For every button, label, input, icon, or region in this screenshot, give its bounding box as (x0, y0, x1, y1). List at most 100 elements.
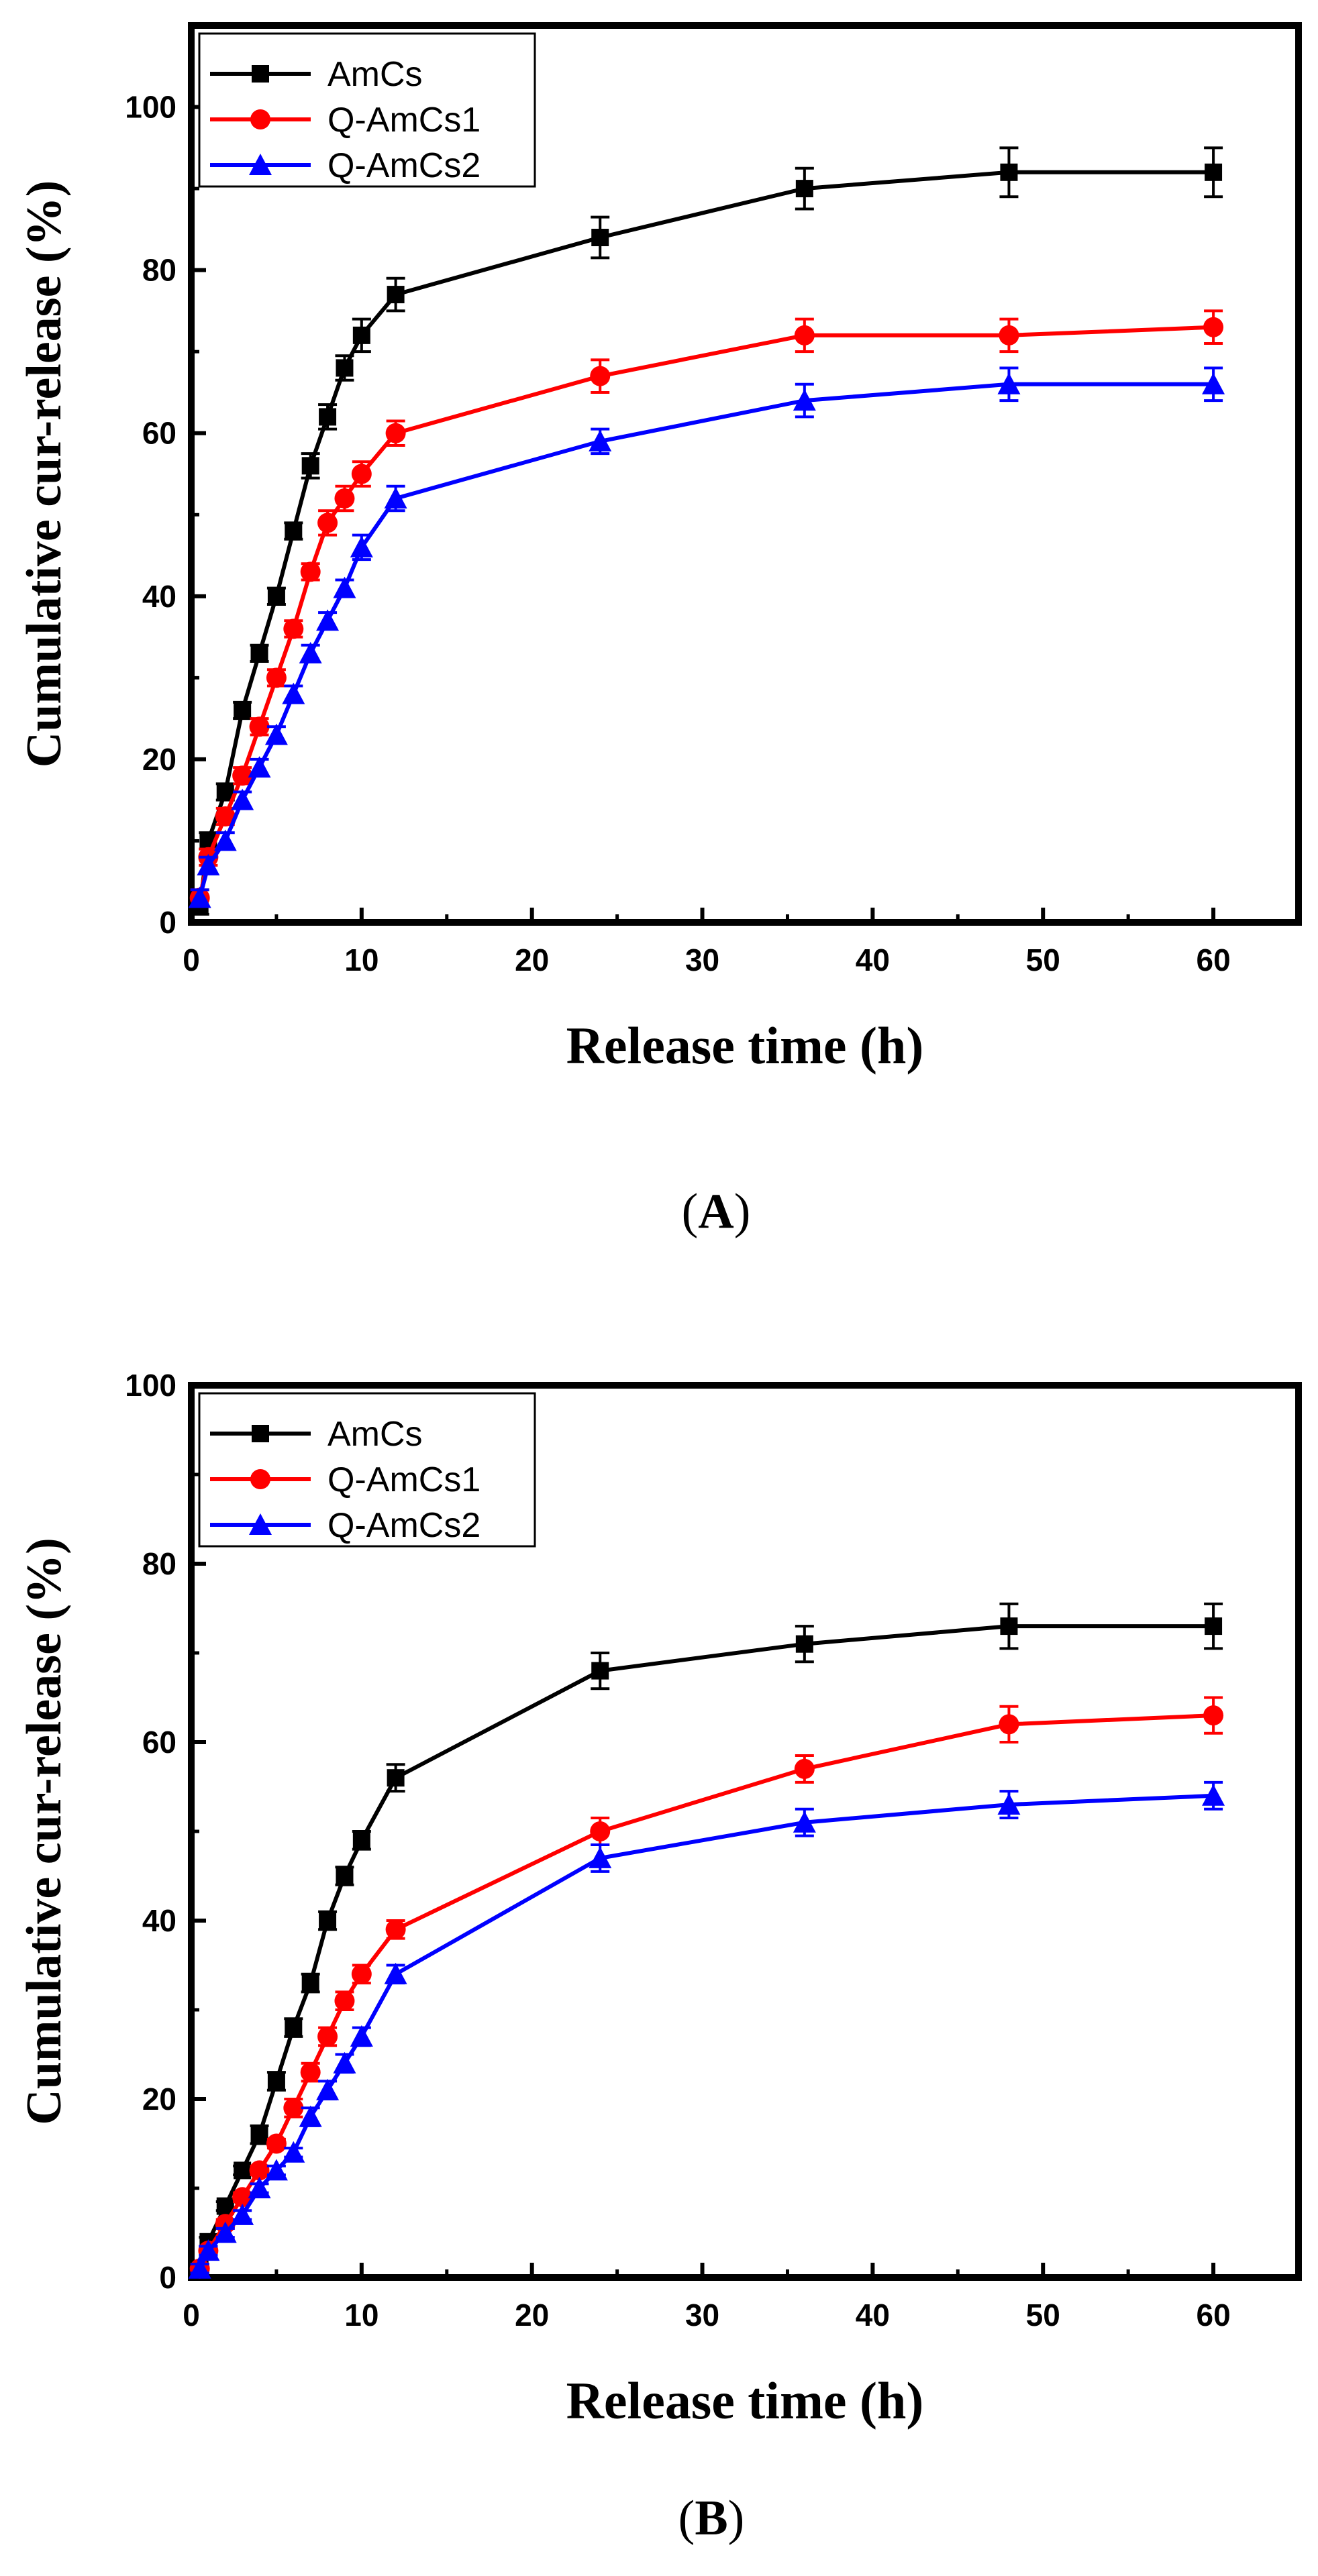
data-point (334, 488, 355, 508)
data-point (213, 829, 237, 851)
data-point (197, 2239, 220, 2261)
caption-open: ( (678, 2491, 695, 2546)
data-point (1203, 317, 1224, 337)
y-tick-label: 80 (142, 1546, 176, 1581)
data-point (334, 1990, 355, 2011)
data-point (1202, 372, 1225, 394)
x-tick-label: 30 (685, 2298, 719, 2332)
data-point (234, 701, 252, 719)
legend-label: AmCs (327, 55, 423, 94)
legend-frame (198, 32, 536, 188)
legend-label: Q-AmCs2 (327, 1506, 480, 1545)
data-point (387, 1769, 405, 1787)
data-point (793, 1811, 816, 1833)
x-tick-label: 40 (856, 2298, 890, 2332)
plot-frame (188, 22, 1302, 926)
data-point (385, 423, 406, 443)
data-point (591, 229, 609, 247)
data-point (301, 1974, 319, 1992)
series-line (197, 170, 1214, 907)
data-point (317, 513, 338, 533)
data-point (282, 2141, 305, 2163)
y-tick-label: 60 (142, 1725, 176, 1760)
legend: AmCs Q-AmCs1 Q-AmCs2 (198, 32, 536, 188)
data-point (590, 1821, 611, 1841)
data-point (350, 535, 373, 557)
data-point (333, 576, 356, 598)
data-point (351, 1964, 372, 1984)
data-point (285, 2019, 303, 2037)
data-point (188, 2257, 211, 2279)
data-point (248, 2177, 271, 2198)
data-point (213, 2221, 237, 2243)
data-point (793, 389, 816, 411)
data-point (316, 2078, 340, 2100)
data-point (285, 522, 303, 540)
data-point (282, 682, 305, 704)
y-tick-label: 100 (125, 90, 176, 125)
x-tick-label: 10 (344, 943, 378, 977)
data-point (997, 372, 1021, 394)
data-point (1203, 1705, 1224, 1726)
panel-a: 0 10 20 30 40 50 60 0 20 40 60 80 100 Release time (h… (17, 22, 1302, 1239)
data-point (250, 644, 268, 662)
data-point (999, 325, 1019, 345)
data-point (264, 723, 288, 745)
data-point (1205, 163, 1223, 181)
series-q-amcs2 (188, 366, 1225, 908)
data-point (232, 2187, 253, 2208)
data-point (231, 788, 254, 810)
legend-label: Q-AmCs1 (327, 1460, 480, 1499)
x-axis-title: Release time (h) (566, 1016, 924, 1075)
y-tick-label: 20 (142, 2082, 176, 2116)
data-point (264, 2159, 288, 2181)
x-tick-label: 50 (1026, 2298, 1060, 2332)
data-point (591, 1662, 609, 1680)
data-point (266, 667, 287, 688)
data-point (317, 2026, 338, 2047)
data-point (319, 408, 337, 426)
data-point (384, 1962, 407, 1984)
y-tick-label: 100 (125, 1368, 176, 1403)
legend: AmCs Q-AmCs1 Q-AmCs2 (198, 1392, 536, 1548)
data-point (387, 286, 405, 304)
series-amcs (190, 146, 1223, 916)
data-point (319, 1912, 337, 1929)
data-point (300, 561, 321, 582)
series-q-amcs1 (189, 309, 1224, 908)
data-point (384, 486, 407, 508)
data-point (316, 609, 340, 631)
y-axis-title: Cumulative cur-release (%) (17, 180, 72, 767)
data-point (267, 587, 285, 605)
data-point (301, 457, 319, 475)
data-point (385, 1919, 406, 1940)
data-point (215, 806, 236, 826)
y-tick-label: 20 (142, 742, 176, 777)
x-tick-label: 50 (1026, 943, 1060, 977)
data-point (188, 886, 211, 908)
data-point (997, 1793, 1021, 1815)
data-point (1000, 163, 1018, 181)
data-point (350, 2025, 373, 2047)
series-line (197, 1624, 1214, 2269)
data-point (351, 464, 372, 484)
series-q-amcs2 (188, 1780, 1225, 2279)
caption-letter: B (695, 2491, 727, 2546)
data-point (336, 1867, 354, 1885)
caption-close: ) (734, 1184, 751, 1239)
data-point (249, 716, 270, 737)
caption-close: ) (728, 2491, 745, 2546)
data-point (794, 325, 815, 345)
legend-marker (250, 1469, 270, 1489)
data-point (300, 2062, 321, 2083)
legend-frame (198, 1392, 536, 1548)
series-line (197, 382, 1214, 899)
x-tick-label: 10 (344, 2298, 378, 2332)
data-point (352, 1831, 370, 1849)
y-tick-label: 0 (159, 2260, 176, 2295)
legend-marker (252, 1425, 269, 1442)
data-point (249, 2160, 270, 2181)
legend-label: Q-AmCs1 (327, 101, 480, 140)
data-point (336, 359, 354, 377)
data-point (197, 853, 220, 875)
